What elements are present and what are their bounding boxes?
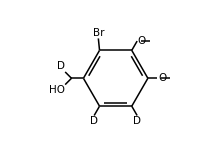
Text: HO: HO bbox=[49, 85, 65, 95]
Text: D: D bbox=[133, 116, 141, 126]
Text: D: D bbox=[90, 116, 98, 126]
Text: D: D bbox=[57, 61, 65, 71]
Text: O: O bbox=[158, 73, 166, 83]
Text: Br: Br bbox=[93, 28, 104, 38]
Text: O: O bbox=[138, 36, 146, 46]
